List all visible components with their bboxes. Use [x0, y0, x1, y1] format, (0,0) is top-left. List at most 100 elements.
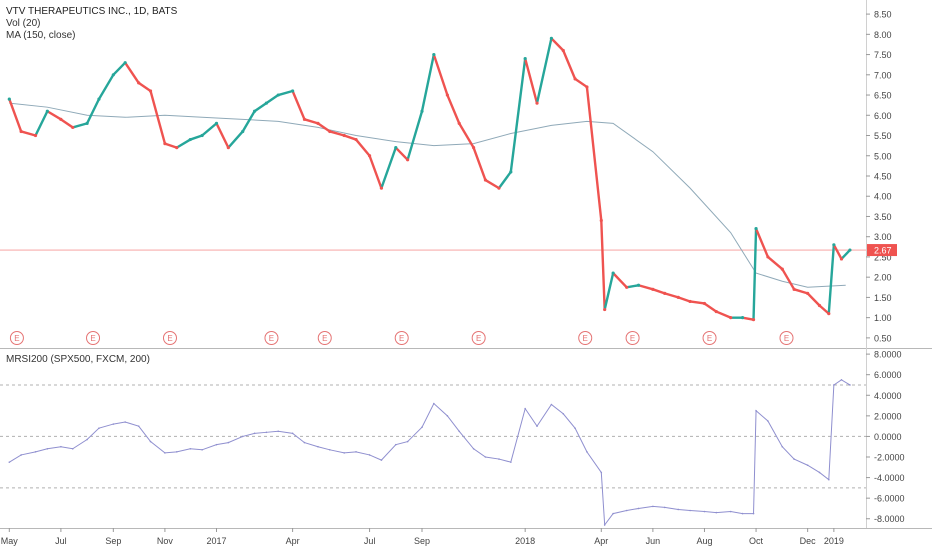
price-segment — [806, 292, 821, 307]
price-segment — [472, 146, 487, 182]
indicator-tick-label: -8.0000 — [874, 514, 905, 524]
price-tick-label: 2.50 — [874, 252, 892, 262]
price-segment — [85, 97, 101, 125]
indicator-point — [498, 458, 500, 460]
indicator-point — [291, 432, 294, 435]
price-segment — [535, 37, 553, 105]
earnings-marker — [394, 331, 409, 345]
time-tick-label: Jun — [646, 536, 661, 546]
price-segment — [59, 118, 74, 129]
indicator-point — [343, 452, 346, 454]
price-tick-label: 8.00 — [874, 30, 892, 40]
price-point — [714, 309, 718, 314]
earnings-marker-label: E — [476, 334, 481, 343]
price-segment — [509, 57, 527, 174]
time-tick-label: Jul — [55, 536, 67, 546]
price-segment — [46, 110, 63, 121]
time-tick-label: 2019 — [824, 536, 844, 546]
indicator-point — [574, 427, 576, 429]
price-tick-label: 6.50 — [874, 91, 892, 101]
price-point — [651, 287, 655, 291]
price-segment — [651, 288, 666, 295]
price-point — [276, 93, 280, 97]
indicator-point — [60, 445, 62, 448]
price-point — [483, 178, 488, 182]
indicator-point — [524, 407, 526, 410]
earnings-marker-label: E — [583, 334, 588, 343]
indicator-tick-label: 6.0000 — [874, 370, 902, 380]
indicator-point — [652, 505, 654, 508]
price-tick-label: 3.00 — [874, 232, 892, 242]
price-point — [663, 291, 667, 295]
price-point — [264, 101, 268, 105]
earnings-marker — [625, 331, 640, 345]
price-segment — [832, 243, 843, 261]
volume-indicator-label: Vol (20) — [6, 18, 41, 29]
moving-average-label: MA (150, close) — [6, 30, 76, 41]
price-point — [7, 97, 11, 101]
indicator-point — [265, 431, 268, 434]
indicator-point — [421, 426, 423, 428]
price-segment — [458, 122, 475, 149]
price-segment — [34, 110, 49, 137]
chart-title: VTV THERAPEUTICS INC., 1D, BATS — [6, 6, 178, 17]
indicator-point — [600, 471, 603, 474]
price-tick-label: 5.50 — [874, 131, 892, 141]
price-segment — [677, 296, 692, 303]
earnings-marker-label: E — [14, 334, 19, 343]
time-tick-label: Jul — [364, 536, 376, 546]
price-point — [457, 121, 461, 125]
price-segment — [19, 130, 37, 137]
indicator-point — [71, 447, 74, 450]
earnings-marker — [9, 331, 24, 345]
time-tick-label: Apr — [594, 536, 608, 546]
price-point — [497, 186, 501, 190]
earnings-marker-label: E — [167, 334, 172, 343]
price-tick-label: 1.00 — [874, 313, 892, 323]
price-segment — [715, 310, 732, 319]
price-segment — [253, 101, 268, 113]
price-point — [625, 285, 629, 289]
indicator-tick-label: 0.0000 — [874, 432, 902, 442]
price-tick-label: 4.50 — [874, 171, 892, 181]
indicator-point — [189, 447, 192, 450]
price-segment — [137, 81, 152, 93]
indicator-point — [612, 512, 614, 515]
indicator-point — [703, 510, 706, 513]
price-segment — [497, 170, 513, 190]
indicator-tick-label: 4.0000 — [874, 391, 902, 401]
price-segment — [354, 138, 371, 157]
indicator-point — [833, 384, 835, 386]
price-point — [111, 73, 115, 77]
indicator-point — [20, 454, 22, 456]
indicator-point — [86, 438, 88, 441]
indicator-point — [562, 412, 565, 415]
price-segment — [562, 49, 577, 81]
time-tick-label: 2018 — [515, 536, 535, 546]
price-point — [188, 137, 192, 142]
indicator-point — [637, 507, 640, 510]
price-tick-label: 7.50 — [874, 50, 892, 60]
price-point — [97, 97, 101, 101]
indicator-point — [380, 459, 383, 461]
indicator-point — [677, 508, 680, 511]
price-segment — [241, 110, 256, 133]
price-point — [241, 129, 245, 134]
price-segment — [818, 304, 830, 315]
price-segment — [175, 138, 192, 149]
indicator-point — [215, 443, 218, 446]
price-point — [754, 227, 758, 231]
price-segment — [523, 57, 539, 105]
price-segment — [380, 146, 397, 190]
price-segment — [149, 89, 167, 145]
price-point — [316, 121, 320, 125]
price-point — [445, 93, 449, 97]
price-point — [471, 146, 476, 150]
indicator-point — [303, 441, 306, 444]
price-segment — [766, 255, 784, 271]
indicator-point — [755, 409, 757, 412]
indicator-tick-label: -2.0000 — [874, 453, 905, 463]
price-point — [766, 255, 770, 259]
